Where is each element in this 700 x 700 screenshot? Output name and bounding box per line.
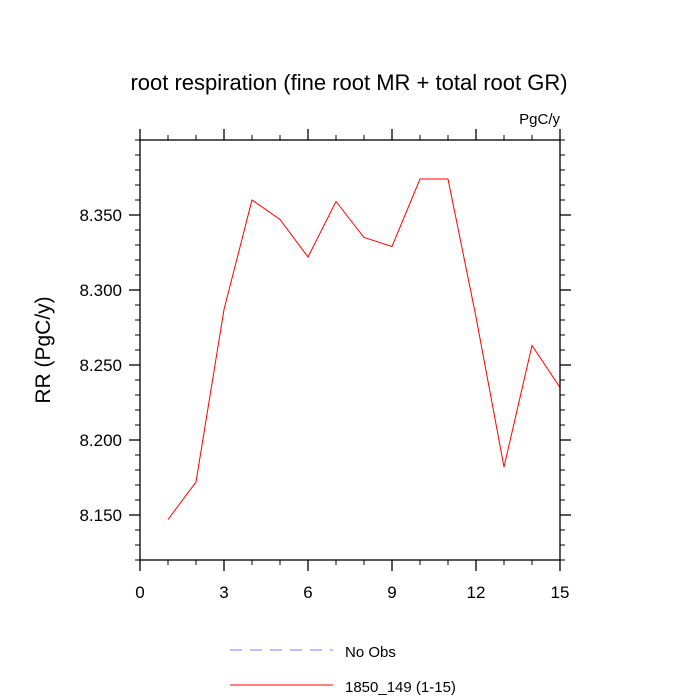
x-minor-ticks (139, 135, 561, 565)
legend: No Obs 1850_149 (1-15) (230, 644, 456, 696)
series-layer (167, 178, 561, 520)
x-tick-label: 15 (551, 583, 570, 602)
legend-label: 1850_149 (1-15) (345, 679, 456, 696)
y-tick-labels: 8.150 8.200 8.250 8.300 8.350 (79, 206, 122, 525)
legend-label: No Obs (345, 644, 396, 661)
y-tick-label: 8.300 (79, 281, 122, 300)
series-line (167, 178, 561, 520)
x-tick-label: 12 (467, 583, 486, 602)
y-major-ticks (129, 214, 571, 516)
y-axis-label: RR (PgC/y) (32, 296, 55, 403)
units-label: PgC/y (519, 111, 560, 128)
chart-title: root respiration (fine root MR + total r… (130, 70, 567, 95)
y-minor-ticks (135, 139, 565, 561)
y-tick-label: 8.200 (79, 431, 122, 450)
x-tick-labels: 0 3 6 9 12 15 (135, 583, 569, 602)
y-tick-label: 8.250 (79, 356, 122, 375)
y-tick-label: 8.350 (79, 206, 122, 225)
x-tick-label: 6 (303, 583, 312, 602)
x-tick-label: 0 (135, 583, 144, 602)
x-tick-label: 3 (219, 583, 228, 602)
x-tick-label: 9 (387, 583, 396, 602)
plot-frame (139, 139, 561, 561)
x-major-ticks (139, 129, 561, 571)
y-tick-label: 8.150 (79, 506, 122, 525)
